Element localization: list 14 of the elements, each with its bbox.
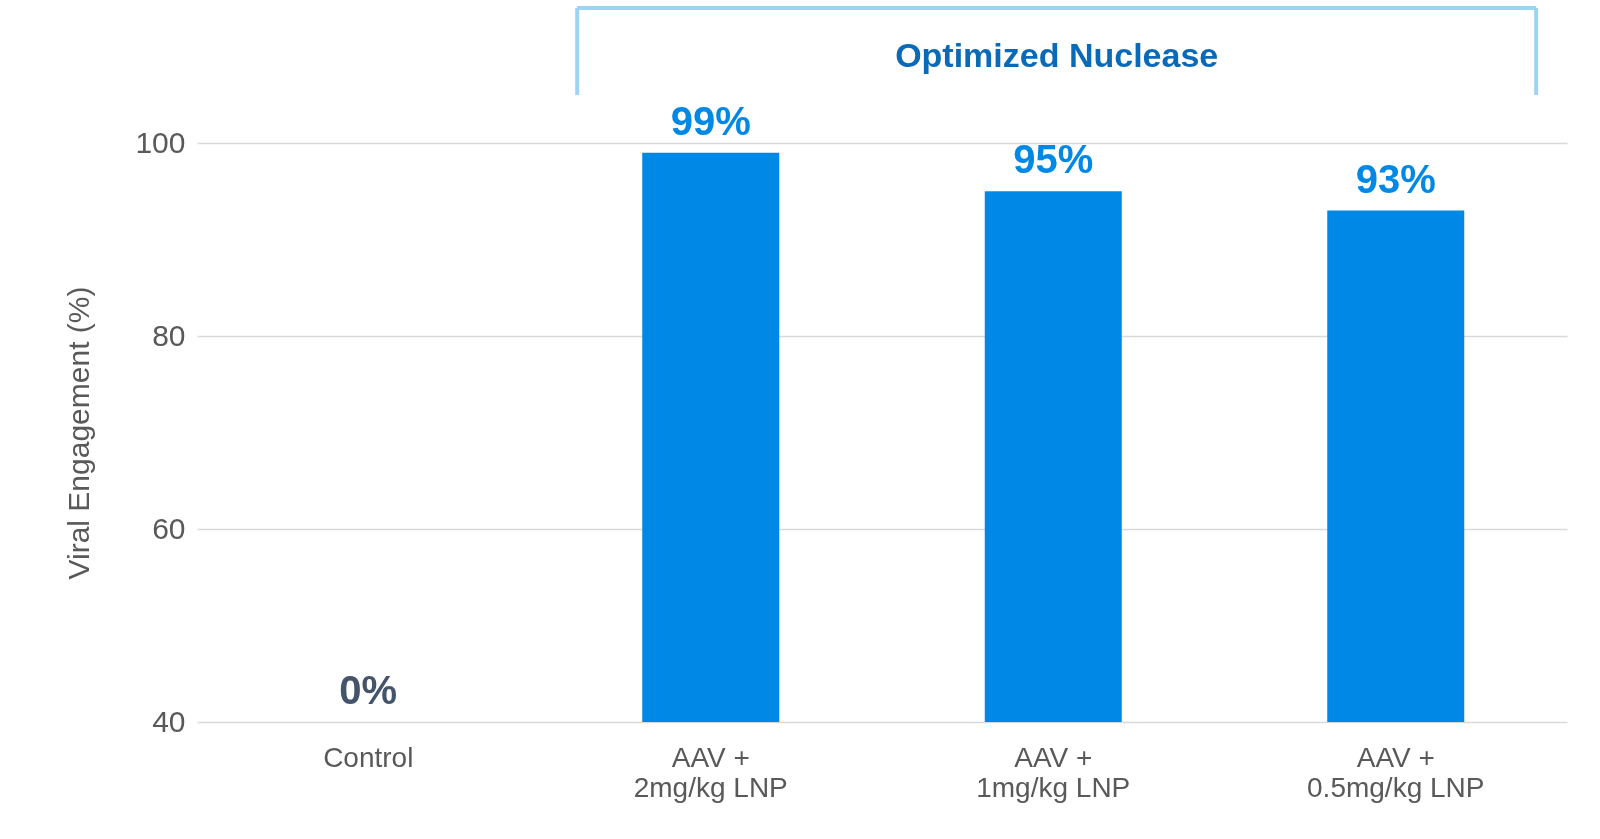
y-axis-title: Viral Engagement (%) xyxy=(62,286,96,580)
text: 0% xyxy=(339,668,398,712)
x-tick-label: Control xyxy=(323,741,414,773)
y-tick-label: 60 xyxy=(152,511,186,545)
y-tick-label: 40 xyxy=(152,704,186,738)
x-tick-label: AAV + 0.5mg/kg LNP xyxy=(1307,741,1485,803)
data-label: 99% xyxy=(670,98,751,143)
y-tick-label: 100 xyxy=(135,125,186,159)
y-tick-label: 80 xyxy=(152,318,186,352)
data-label: 95% xyxy=(1013,137,1094,182)
x-tick-label: AAV + 1mg/kg LNP xyxy=(976,741,1131,803)
data-label: 93% xyxy=(1355,156,1436,201)
text: Optimized Nuclease xyxy=(895,36,1219,74)
x-tick-label: AAV + 2mg/kg LNP xyxy=(633,741,788,803)
